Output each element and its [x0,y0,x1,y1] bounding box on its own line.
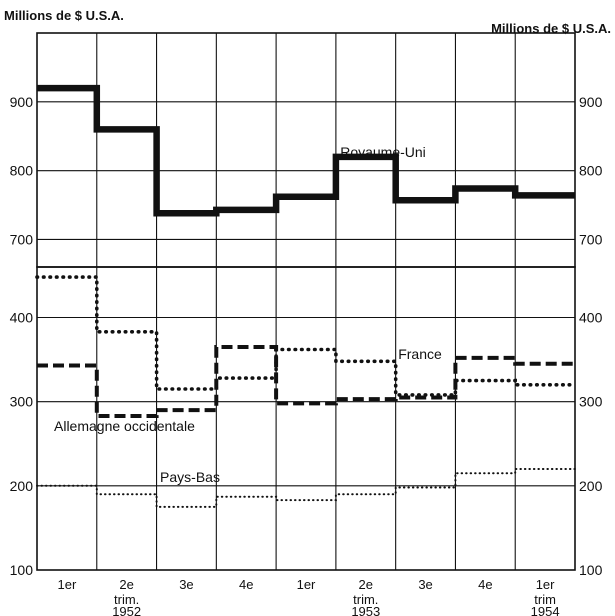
x-tick-label: 1er [57,577,76,592]
y-tick-label-left: 300 [10,394,34,410]
x-period-label: trim. [353,592,378,607]
x-tick-label: 3e [179,577,193,592]
y-tick-label-right: 900 [579,94,603,110]
unit-label-left: Millions de $ U.S.A. [4,8,124,23]
x-tick-label: 1er [297,577,316,592]
series-line-france [35,275,577,397]
x-tick-label: 2e [119,577,133,592]
x-period-label: trim [534,592,556,607]
series-line-pays-bas [36,468,576,508]
series-layer [35,84,577,508]
x-tick-label: 4e [239,577,253,592]
series-label-france: France [398,346,442,362]
x-tick-label: 3e [418,577,432,592]
x-tick-label: 4e [478,577,492,592]
tick-labels: 700 700 800 800 900 900 100 100 200 200 300 300 400 4… [10,94,603,578]
series-label-allemagne-occidentale: Allemagne occidentale [54,418,195,434]
x-axis-labels: 1er 2e 3e 4e 1er 2e 3e 4e 1ertrim.1952trim.1953t… [57,577,559,616]
y-tick-label-right: 800 [579,163,603,179]
series-line-royaume-uni [37,84,575,217]
y-tick-label-right: 400 [579,310,603,326]
x-tick-label: 2e [359,577,373,592]
x-year-label: 1953 [351,604,380,616]
y-tick-label-left: 700 [10,231,34,247]
series-line-allemagne-occidentale [37,345,575,418]
unit-label-right: Millions de $ U.S.A. [491,21,611,36]
y-tick-label-right: 200 [579,478,603,494]
y-tick-label-left: 400 [10,310,34,326]
series-label-pays-bas: Pays-Bas [160,469,220,485]
y-tick-label-right: 300 [579,394,603,410]
series-label-royaume-uni: Royaume-Uni [340,144,426,160]
y-tick-label-left: 900 [10,94,34,110]
y-tick-label-right: 100 [579,562,603,578]
x-period-label: trim. [114,592,139,607]
y-tick-label-right: 700 [579,231,603,247]
y-tick-label-left: 200 [10,478,34,494]
top-panel-frame [36,32,576,268]
x-year-label: 1952 [112,604,141,616]
y-tick-label-left: 800 [10,163,34,179]
x-tick-label: 1er [536,577,555,592]
x-year-label: 1954 [531,604,560,616]
y-tick-label-left: 100 [10,562,34,578]
grid-lines [37,33,575,571]
